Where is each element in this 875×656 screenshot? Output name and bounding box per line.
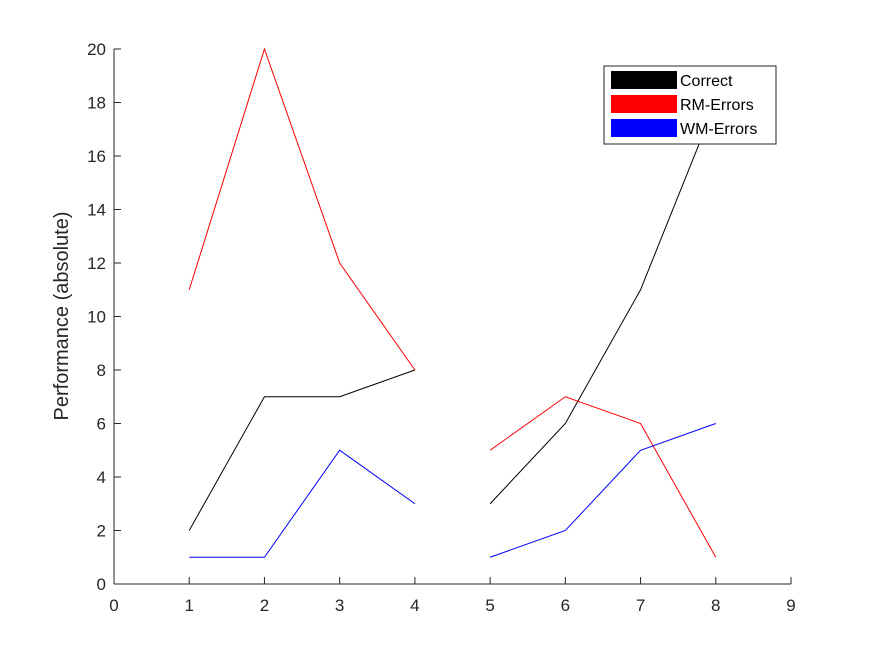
legend-swatch-correct bbox=[611, 71, 677, 89]
x-tick-label: 5 bbox=[485, 596, 494, 615]
y-tick-label: 20 bbox=[87, 40, 106, 59]
y-tick-label: 18 bbox=[87, 94, 106, 113]
y-tick-label: 10 bbox=[87, 308, 106, 327]
x-tick-label: 2 bbox=[260, 596, 269, 615]
y-tick-label: 16 bbox=[87, 147, 106, 166]
x-tick-label: 3 bbox=[335, 596, 344, 615]
y-tick-label: 0 bbox=[97, 575, 106, 594]
y-tick-label: 8 bbox=[97, 361, 106, 380]
legend[interactable]: Correct RM-Errors WM-Errors bbox=[603, 65, 777, 145]
y-tick-label: 14 bbox=[87, 201, 106, 220]
y-axis-label: Performance (absolute) bbox=[51, 212, 73, 421]
y-tick-label: 4 bbox=[97, 468, 106, 487]
x-tick-label: 6 bbox=[561, 596, 570, 615]
series-line-correct-segment-2 bbox=[489, 102, 717, 505]
x-tick-label: 9 bbox=[786, 596, 795, 615]
series-line-wm-errors-segment-1 bbox=[189, 449, 416, 558]
series-line-correct-segment-1 bbox=[188, 369, 416, 531]
legend-label-correct: Correct bbox=[680, 73, 733, 90]
series-line-wm-errors-segment-2 bbox=[489, 423, 716, 558]
legend-label-rm-errors: RM-Errors bbox=[680, 97, 754, 114]
x-tick-label: 7 bbox=[636, 596, 645, 615]
x-tick-label: 8 bbox=[711, 596, 720, 615]
legend-label-wm-errors: WM-Errors bbox=[680, 121, 757, 138]
legend-swatch-wm-errors bbox=[611, 119, 677, 137]
y-tick-label: 6 bbox=[97, 415, 106, 434]
legend-swatch-rm-errors bbox=[611, 95, 677, 113]
y-tick-label: 12 bbox=[87, 254, 106, 273]
y-tick-label: 2 bbox=[97, 522, 106, 541]
series-line-rm-errors-segment-1 bbox=[188, 47, 416, 371]
series-line-rm-errors-segment-2 bbox=[489, 396, 717, 558]
x-tick-label: 0 bbox=[109, 596, 118, 615]
x-tick-label: 1 bbox=[184, 596, 193, 615]
x-tick-label: 4 bbox=[410, 596, 419, 615]
series-layer bbox=[188, 47, 717, 558]
